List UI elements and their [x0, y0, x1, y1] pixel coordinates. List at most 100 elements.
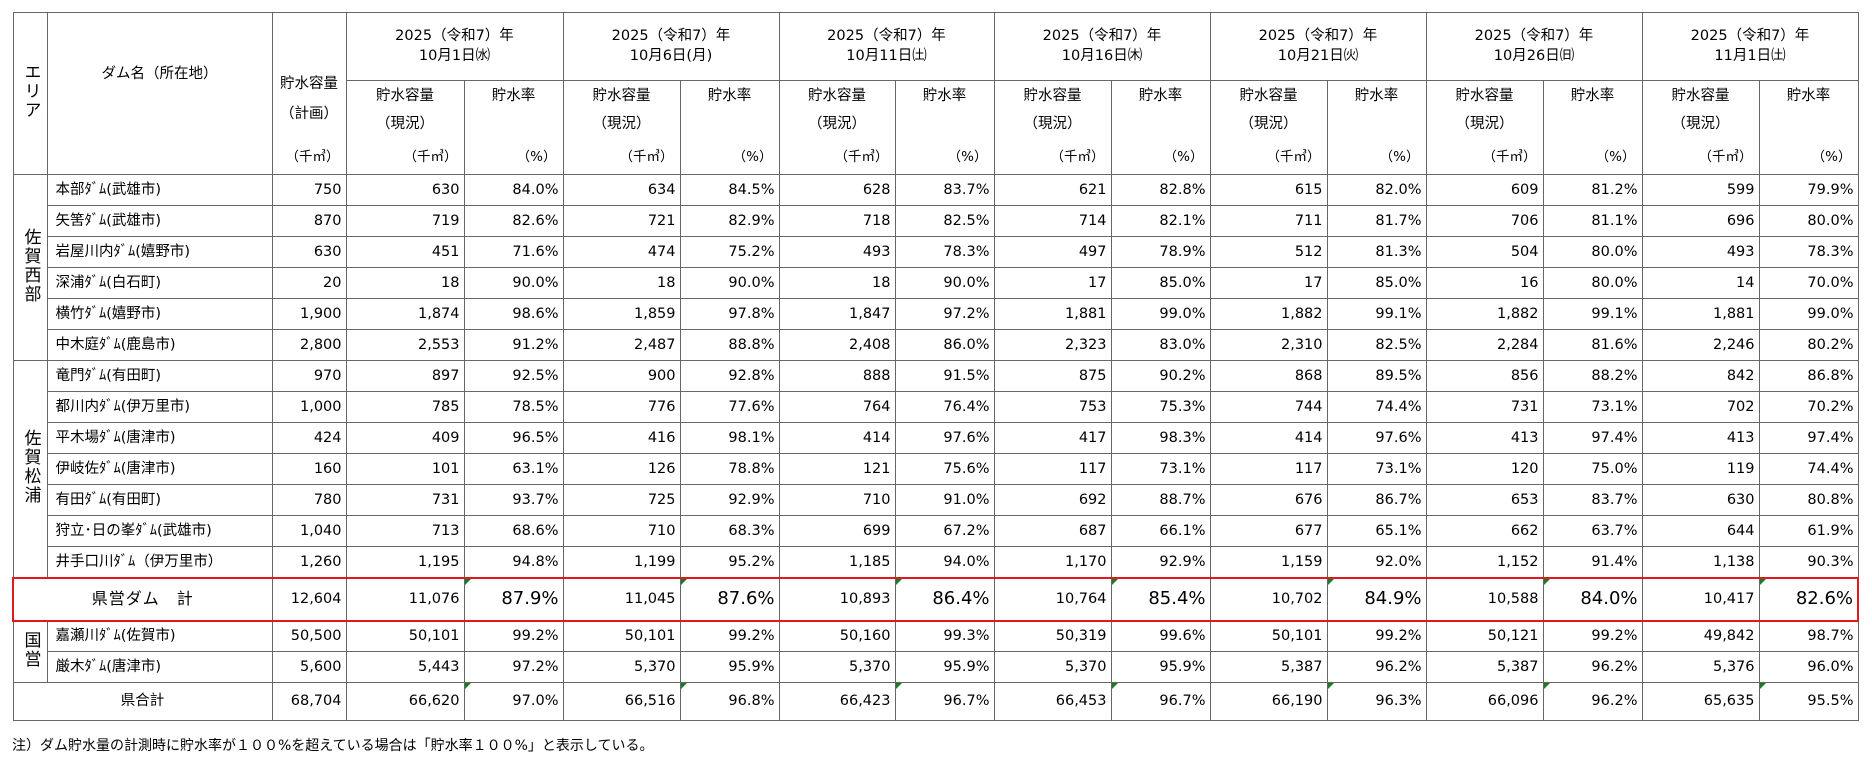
current-capacity-cell: 50,121: [1425, 620, 1544, 652]
current-capacity-cell: 66,453: [993, 682, 1112, 721]
storage-rate-cell: 81.7%: [1326, 205, 1427, 237]
current-capacity-cell: 5,370: [778, 651, 896, 683]
plan-capacity-cell: 1,000: [271, 391, 347, 423]
rate-subheader: 貯水率 （%）: [1110, 80, 1211, 175]
storage-rate-cell: 86.0%: [894, 329, 995, 361]
storage-rate-cell: 61.9%: [1758, 515, 1859, 547]
storage-rate-cell: 90.3%: [1758, 546, 1859, 578]
rate-subheader: 貯水率 （%）: [463, 80, 564, 175]
current-capacity-cell: 497: [993, 236, 1112, 268]
table-row: 井手口川ﾀﾞﾑ（伊万里市） 1,260 1,195 94.8% 1,199 95.2% 1,…: [13, 546, 1859, 578]
current-capacity-cell: 50,101: [1209, 620, 1328, 652]
storage-rate-cell: 86.8%: [1758, 360, 1859, 392]
storage-rate-cell: 81.2%: [1542, 174, 1643, 206]
current-capacity-cell: 615: [1209, 174, 1328, 206]
storage-rate-cell: 63.7%: [1542, 515, 1643, 547]
current-capacity-cell: 66,516: [562, 682, 681, 721]
storage-rate-cell: 87.9%: [463, 576, 564, 622]
rate-label: 貯水率: [1138, 88, 1183, 104]
plan-capacity-cell: 2,800: [271, 329, 347, 361]
current-capacity-cell: 875: [993, 360, 1112, 392]
capacity-subheader: 貯水容量 （現況） （千㎥）: [1425, 80, 1544, 175]
capacity-subheader: 貯水容量 （現況） （千㎥）: [562, 80, 681, 175]
current-label: （現況）: [592, 116, 651, 132]
current-capacity-cell: 897: [345, 360, 465, 392]
percent-unit: （%）: [1379, 149, 1420, 165]
storage-rate-cell: 96.2%: [1542, 682, 1643, 721]
dam-name-cell: 本部ﾀﾞﾑ(武雄市): [46, 174, 273, 206]
area-cell: 佐賀西部: [12, 174, 48, 361]
storage-rate-cell: 95.9%: [679, 651, 780, 683]
rate-label: 貯水率: [491, 88, 536, 104]
storage-rate-cell: 99.0%: [1758, 298, 1859, 330]
current-capacity-cell: 2,408: [778, 329, 896, 361]
current-capacity-cell: 1,185: [778, 546, 896, 578]
area-label: 国営: [20, 631, 41, 669]
rate-label: 貯水率: [1570, 88, 1615, 104]
current-capacity-cell: 10,588: [1425, 576, 1544, 622]
storage-rate-cell: 63.1%: [463, 453, 564, 485]
storage-rate-cell: 88.8%: [679, 329, 780, 361]
storage-rate-cell: 99.6%: [1110, 620, 1211, 652]
current-capacity-cell: 413: [1425, 422, 1544, 454]
current-capacity-cell: 630: [345, 174, 465, 206]
rate-subheader: 貯水率 （%）: [1326, 80, 1427, 175]
storage-rate-cell: 65.1%: [1326, 515, 1427, 547]
date-year: 2025（令和7）年: [827, 27, 946, 44]
storage-rate-cell: 84.9%: [1326, 576, 1427, 622]
storage-rate-cell: 73.1%: [1326, 453, 1427, 485]
current-capacity-cell: 17: [993, 267, 1112, 299]
storage-rate-cell: 75.6%: [894, 453, 995, 485]
storage-rate-cell: 96.0%: [1758, 651, 1859, 683]
storage-rate-cell: 89.5%: [1326, 360, 1427, 392]
current-capacity-cell: 621: [993, 174, 1112, 206]
storage-rate-cell: 85.4%: [1110, 576, 1211, 622]
current-capacity-cell: 10,702: [1209, 576, 1328, 622]
area-cell: 国営: [12, 620, 48, 683]
current-capacity-cell: 687: [993, 515, 1112, 547]
capacity-subheader: 貯水容量 （現況） （千㎥）: [993, 80, 1112, 175]
storage-rate-cell: 83.7%: [1542, 484, 1643, 516]
current-capacity-cell: 776: [562, 391, 681, 423]
plan-capacity-cell: 750: [271, 174, 347, 206]
storage-rate-cell: 92.8%: [679, 360, 780, 392]
dam-name-cell: 平木場ﾀﾞﾑ(唐津市): [46, 422, 273, 454]
percent-unit: （%）: [516, 149, 557, 165]
plan-capacity-cell: 1,260: [271, 546, 347, 578]
storage-rate-cell: 80.0%: [1542, 236, 1643, 268]
area-label: 佐賀松浦: [20, 429, 41, 505]
current-capacity-cell: 121: [778, 453, 896, 485]
current-capacity-cell: 630: [1641, 484, 1760, 516]
storage-rate-cell: 99.1%: [1542, 298, 1643, 330]
plan-capacity-cell: 1,900: [271, 298, 347, 330]
current-capacity-cell: 50,319: [993, 620, 1112, 652]
current-capacity-cell: 413: [1641, 422, 1760, 454]
storage-rate-cell: 98.6%: [463, 298, 564, 330]
table-row: 有田ﾀﾞﾑ(有田町) 780 731 93.7% 725 92.9% 710 91.0% 692…: [13, 484, 1859, 516]
dam-name-cell: 深浦ﾀﾞﾑ(白石町): [46, 267, 273, 299]
current-capacity-cell: 117: [1209, 453, 1328, 485]
storage-rate-cell: 82.5%: [894, 205, 995, 237]
current-capacity-cell: 721: [562, 205, 681, 237]
current-capacity-cell: 785: [345, 391, 465, 423]
capacity-label: 貯水容量: [592, 88, 651, 104]
current-label: （現況）: [1023, 116, 1082, 132]
current-label: （現況）: [808, 116, 866, 132]
grand-total-label: 県合計: [12, 682, 273, 721]
current-capacity-cell: 1,881: [1641, 298, 1760, 330]
plan-unit: （千㎥）: [285, 149, 340, 165]
storage-rate-cell: 99.2%: [1542, 620, 1643, 652]
current-capacity-cell: 1,859: [562, 298, 681, 330]
storage-rate-cell: 91.2%: [463, 329, 564, 361]
storage-rate-cell: 90.2%: [1110, 360, 1211, 392]
dam-name-cell: 厳木ﾀﾞﾑ(唐津市): [46, 651, 273, 683]
current-capacity-cell: 1,847: [778, 298, 896, 330]
storage-rate-cell: 91.0%: [894, 484, 995, 516]
current-capacity-cell: 512: [1209, 236, 1328, 268]
volume-unit: （千㎥）: [619, 149, 674, 165]
storage-rate-cell: 75.0%: [1542, 453, 1643, 485]
volume-unit: （千㎥）: [834, 149, 889, 165]
current-capacity-cell: 2,323: [993, 329, 1112, 361]
current-capacity-cell: 120: [1425, 453, 1544, 485]
storage-rate-cell: 78.5%: [463, 391, 564, 423]
